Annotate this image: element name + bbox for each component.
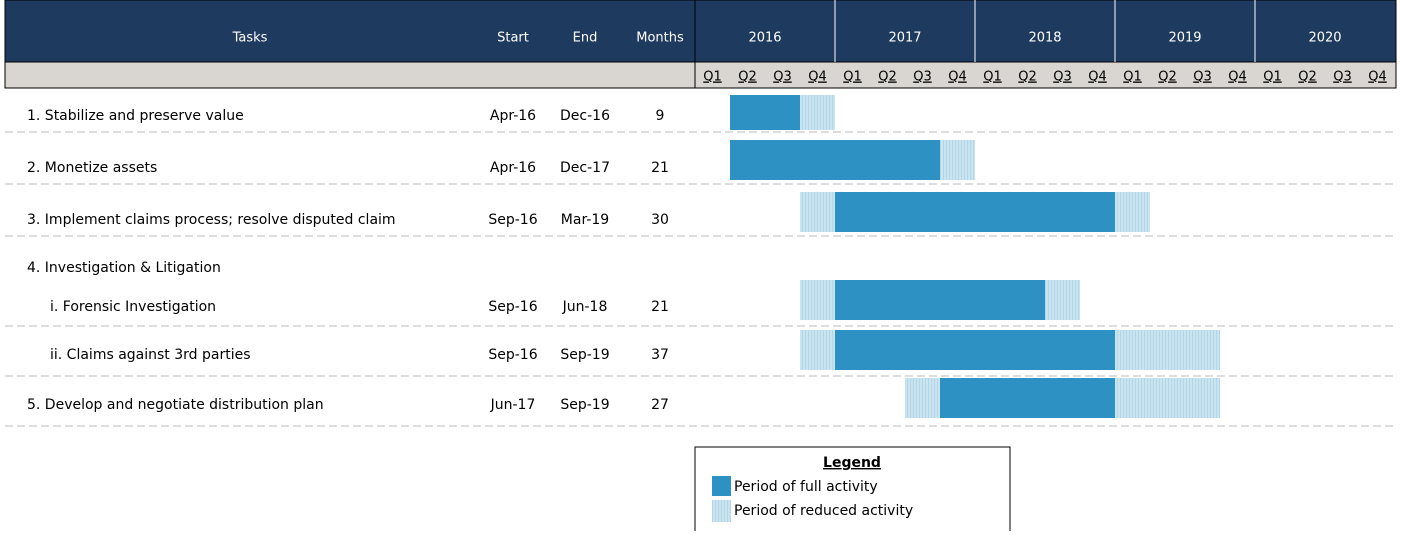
reduced-bar: [800, 95, 835, 130]
quarter-label: Q4: [1228, 70, 1247, 85]
full-bar: [835, 192, 1115, 232]
reduced-bar: [905, 378, 940, 418]
reduced-bar: [1045, 280, 1080, 320]
quarter-label: Q3: [773, 70, 792, 85]
months: 21: [651, 160, 669, 176]
end-date: Mar-19: [561, 212, 609, 228]
quarter-band: [4, 61, 1397, 89]
quarter-label: Q4: [1368, 70, 1387, 85]
task-label: 2. Monetize assets: [27, 160, 157, 176]
quarter-label: Q2: [878, 70, 897, 85]
quarter-label: Q3: [1053, 70, 1072, 85]
year-label: 2020: [1308, 31, 1341, 46]
full-bar: [730, 140, 940, 180]
quarter-label: Q1: [1263, 70, 1282, 85]
full-bar: [940, 378, 1115, 418]
quarter-label: Q3: [1193, 70, 1212, 85]
quarter-label: Q3: [913, 70, 932, 85]
reduced-bar: [800, 280, 835, 320]
task-label: 5. Develop and negotiate distribution pl…: [27, 397, 324, 413]
legend-full: Period of full activity: [734, 479, 878, 495]
quarter-label: Q2: [1158, 70, 1177, 85]
quarter-label: Q4: [948, 70, 967, 85]
end-date: Dec-17: [560, 160, 610, 176]
start-heading: Start: [497, 31, 529, 46]
quarter-label: Q1: [1123, 70, 1142, 85]
reduced-bar: [1115, 330, 1220, 370]
start-date: Sep-16: [488, 212, 537, 228]
legend-box: [694, 446, 1011, 535]
months: 21: [651, 299, 669, 315]
months: 9: [656, 108, 665, 124]
end-date: Jun-18: [562, 299, 608, 315]
tasks-heading: Tasks: [232, 31, 268, 46]
full-bar: [835, 280, 1045, 320]
quarter-label: Q2: [738, 70, 757, 85]
start-date: Apr-16: [490, 108, 536, 124]
months-heading: Months: [636, 31, 684, 46]
year-label: 2016: [748, 31, 781, 46]
quarter-label: Q4: [808, 70, 827, 85]
reduced-bar: [800, 330, 835, 370]
year-label: 2019: [1168, 31, 1201, 46]
reduced-bar: [940, 140, 975, 180]
quarter-label: Q1: [703, 70, 722, 85]
task-label: ii. Claims against 3rd parties: [50, 347, 251, 363]
end-date: Sep-19: [560, 347, 609, 363]
task-label: 1. Stabilize and preserve value: [27, 108, 244, 124]
end-heading: End: [573, 31, 598, 46]
months: 30: [651, 212, 669, 228]
reduced-bar: [1115, 192, 1150, 232]
full-bar: [835, 330, 1115, 370]
start-date: Sep-16: [488, 299, 537, 315]
task-label: 3. Implement claims process; resolve dis…: [27, 212, 396, 228]
legend-reduced: Period of reduced activity: [734, 503, 913, 519]
year-label: 2017: [888, 31, 921, 46]
quarter-label: Q4: [1088, 70, 1107, 85]
quarter-label: Q1: [983, 70, 1002, 85]
end-date: Dec-16: [560, 108, 610, 124]
quarter-label: Q2: [1298, 70, 1317, 85]
quarter-label: Q2: [1018, 70, 1037, 85]
legend-swatch-reduced: [712, 500, 731, 522]
legend-title: Legend: [823, 455, 881, 471]
task-label: 4. Investigation & Litigation: [27, 260, 221, 276]
year-label: 2018: [1028, 31, 1061, 46]
full-bar: [730, 95, 800, 130]
start-date: Jun-17: [490, 397, 536, 413]
quarter-label: Q1: [843, 70, 862, 85]
legend-swatch-full: [712, 476, 731, 496]
start-date: Apr-16: [490, 160, 536, 176]
start-date: Sep-16: [488, 347, 537, 363]
task-label: i. Forensic Investigation: [50, 299, 216, 315]
reduced-bar: [800, 192, 835, 232]
quarter-label: Q3: [1333, 70, 1352, 85]
months: 27: [651, 397, 669, 413]
header-band: [4, 0, 1397, 63]
reduced-bar: [1115, 378, 1220, 418]
end-date: Sep-19: [560, 397, 609, 413]
months: 37: [651, 347, 669, 363]
